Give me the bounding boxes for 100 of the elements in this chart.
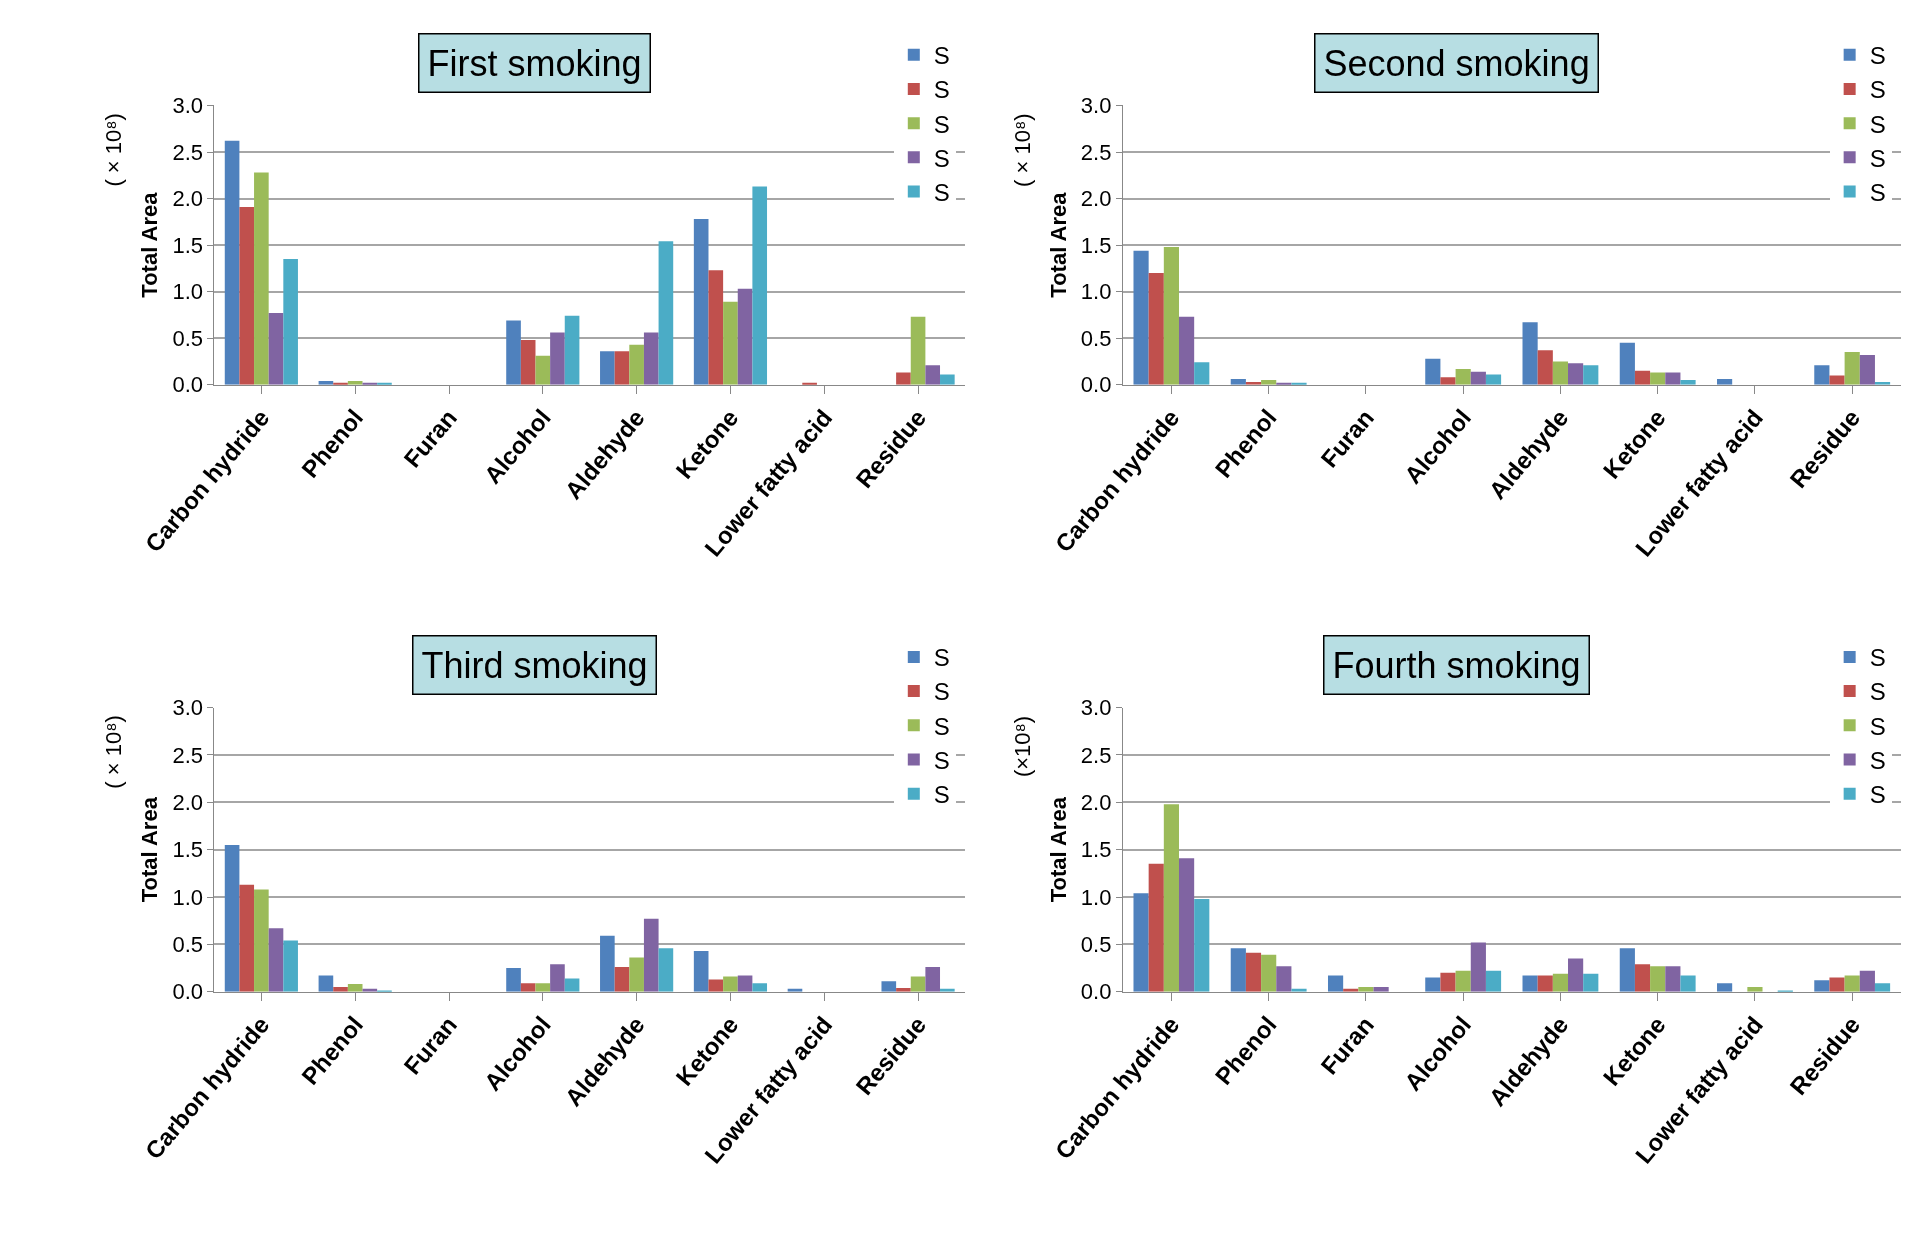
y-tick-label: 3.0 [1080,695,1112,721]
legend-label: S [933,781,950,809]
bar [1148,273,1164,385]
bar [1133,250,1149,385]
bar [1276,966,1292,992]
bar [1634,370,1651,385]
legend-label: S [933,144,950,172]
bar [925,967,941,992]
bar [1583,365,1599,385]
bar [658,241,674,385]
legend-label: S [933,110,950,138]
y-tick-label: 2.0 [1080,790,1112,816]
bar [1163,246,1179,385]
text: (×10⁸) [1009,715,1035,778]
y-axis-title: Total Area [137,796,163,903]
bar [550,332,565,385]
bar [1859,354,1875,385]
y-tick-label: 2.0 [1080,186,1112,212]
bar [1133,893,1149,992]
legend-label: S [933,712,950,740]
bar [1470,942,1486,992]
bar [268,928,284,992]
y-tick-label: 2.5 [1080,742,1112,768]
bar [1245,952,1262,992]
legend-label: S [1869,178,1886,206]
y-tick-label: 1.5 [172,232,204,258]
bar [752,186,768,385]
legend-label: S [1869,144,1886,172]
bar [1261,954,1277,992]
bar [614,351,630,385]
bar [723,301,738,385]
y-axis-title: Total Area [1045,796,1071,903]
bar [1485,970,1502,992]
y-tick-label: 0.5 [1080,325,1112,351]
legend-label: S [1869,42,1886,70]
bar [1829,375,1845,385]
y-tick-label: 1.0 [172,279,204,305]
bar [254,172,269,385]
bar [1665,966,1681,992]
y-tick-label: 0.0 [172,979,204,1005]
bar [752,983,768,992]
legend-label: S [933,178,950,206]
bar [708,270,724,385]
bar [925,365,941,385]
bar [600,935,615,992]
bar [1650,372,1666,385]
bar [643,918,659,992]
bar [1148,863,1164,992]
y-tick-label: 0.5 [1080,932,1112,958]
bar [629,344,644,385]
bar [1859,970,1875,992]
bar [643,332,659,385]
bar [506,320,521,385]
y-tick-label: 1.0 [1080,279,1112,305]
bar [347,984,363,992]
bar [520,340,536,385]
bar [737,288,753,385]
bar [1552,361,1569,385]
bar [1680,975,1696,992]
bar [1179,858,1195,992]
bar [693,219,709,385]
bar [1537,350,1553,385]
bar [1194,898,1210,992]
y-tick-label: 2.5 [172,139,204,165]
legend-label: S [1869,644,1886,672]
bar [1814,980,1830,992]
bar [224,140,240,385]
y-tick-label: 0.0 [1080,979,1112,1005]
y-tick-label: 2.0 [172,790,204,816]
bar [910,316,926,385]
legend-label: S [1869,746,1886,774]
bar [1568,958,1584,992]
bar [1717,983,1733,992]
bar [520,983,536,992]
bar [614,967,630,992]
bar [658,948,674,992]
legend-label: S [933,746,950,774]
bar [1634,964,1651,992]
bar [693,950,709,992]
bar [254,889,269,992]
bar [1552,973,1569,992]
chart-title: First smoking [427,42,642,84]
legend-label: S [1869,781,1886,809]
y-tick-label: 3.0 [1080,93,1112,119]
chart-title: Third smoking [421,644,648,686]
bar [708,979,724,992]
y-tick-label: 1.0 [172,884,204,910]
bar [723,976,738,992]
bar [1328,975,1344,992]
bar [1230,948,1246,992]
bar [881,981,897,992]
legend-label: S [1869,110,1886,138]
y-tick-label: 1.5 [172,837,204,863]
bar [506,968,521,992]
chart-title: Second smoking [1323,42,1590,84]
bar [629,957,644,992]
bar [268,313,284,385]
bar [1537,975,1553,992]
y-tick-label: 1.5 [1080,837,1112,863]
y-tick-label: 0.0 [1080,372,1112,398]
